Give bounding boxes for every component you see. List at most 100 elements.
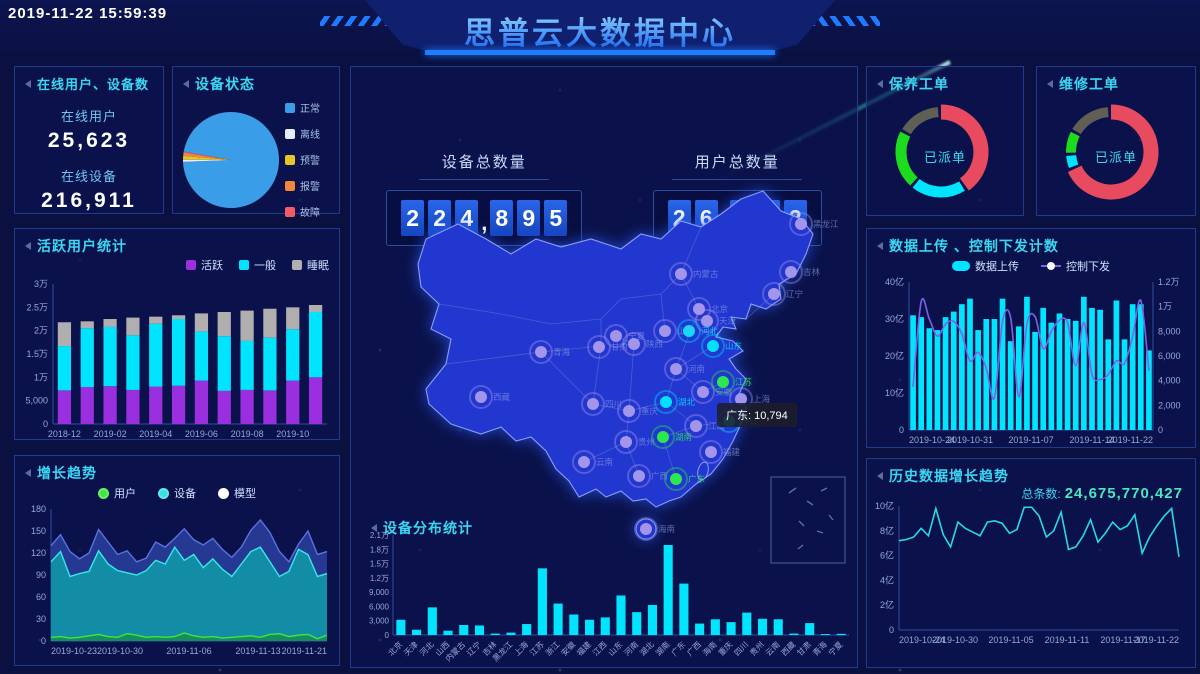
map-marker-黑龙江[interactable]: 黑龙江 (789, 212, 839, 236)
legend-item[interactable]: 模型 (218, 485, 256, 501)
svg-text:海南: 海南 (700, 639, 718, 657)
svg-text:2019-10-30: 2019-10-30 (932, 635, 978, 645)
svg-text:山东: 山东 (725, 341, 742, 351)
panel-title: 增长趋势 (37, 465, 97, 481)
svg-text:8,000: 8,000 (1158, 326, 1181, 336)
map-marker-西藏[interactable]: 西藏 (469, 385, 511, 409)
panel-arrow-icon (877, 472, 883, 480)
svg-text:海南: 海南 (658, 524, 675, 534)
svg-text:180: 180 (31, 504, 46, 514)
map-marker-内蒙古[interactable]: 内蒙古 (669, 262, 719, 286)
svg-text:天津: 天津 (719, 316, 737, 326)
svg-text:云南: 云南 (763, 639, 781, 657)
map-marker-天津[interactable]: 天津 (695, 309, 737, 333)
panel-upload-control: 数据上传 、控制下发计数 数据上传 控制下发 0 10亿 20亿 30亿 40亿 0 2,00… (866, 228, 1196, 448)
map-marker-湖南[interactable]: 湖南 (651, 425, 692, 449)
svg-text:北京: 北京 (386, 639, 404, 657)
svg-text:60: 60 (36, 592, 46, 602)
device-distribution-bar-chart[interactable]: 0 3,000 6,000 9,000 1.2万 1.5万 1.8万 2.1万 北京 天津 河北 山西… (355, 529, 861, 674)
map-marker-山西[interactable]: 山西 (653, 319, 694, 343)
legend-item[interactable]: 预警 (285, 152, 320, 167)
svg-text:2.1万: 2.1万 (370, 531, 389, 540)
svg-text:2018-12: 2018-12 (48, 429, 81, 439)
svg-text:西藏: 西藏 (493, 392, 511, 402)
panel-title: 历史数据增长趋势 (889, 468, 1009, 484)
map-marker-河南[interactable]: 河南 (664, 357, 705, 381)
panel-arrow-icon (183, 80, 189, 88)
legend-item[interactable]: 活跃 (186, 257, 223, 273)
active-users-stacked-bar-chart[interactable]: 0 5,000 1万 1.5万 2万 2.5万 3万 2018-12 2019-02 2019-0… (15, 276, 339, 449)
map-marker-湖北[interactable]: 湖北 (654, 390, 696, 414)
panel-repair-orders: 维修工单 已派单 (1036, 66, 1196, 216)
map-marker-江西[interactable]: 江西 (684, 414, 725, 438)
timestamp: 2019-11-22 15:59:39 (8, 5, 168, 22)
svg-text:福建: 福建 (575, 639, 593, 657)
svg-text:2亿: 2亿 (880, 599, 894, 610)
legend-item[interactable]: 用户 (98, 485, 136, 501)
svg-text:甘肃: 甘肃 (795, 639, 813, 657)
svg-text:2019-11-07: 2019-11-07 (1008, 435, 1053, 445)
map-marker-北京[interactable]: 北京 (687, 297, 728, 321)
panel-arrow-icon (877, 80, 883, 88)
map-marker-辽宁[interactable]: 辽宁 (762, 282, 803, 306)
map-marker-海南[interactable]: 海南 (634, 517, 675, 541)
maintenance-donut-chart[interactable] (867, 94, 1023, 219)
repair-donut-chart[interactable] (1037, 94, 1195, 219)
svg-text:2019-11-14: 2019-11-14 (1069, 435, 1114, 445)
map-marker-广东[interactable]: 广东 (664, 467, 705, 491)
panel-title: 设备分布统计 (383, 520, 473, 536)
svg-text:广西: 广西 (651, 471, 668, 481)
map-marker-贵州[interactable]: 贵州 (614, 430, 655, 454)
svg-text:江西: 江西 (591, 640, 609, 658)
svg-text:4,000: 4,000 (1158, 376, 1181, 386)
legend-item[interactable]: 睡眠 (292, 257, 329, 273)
map-marker-云南[interactable]: 云南 (572, 450, 613, 474)
growth-trend-area-chart[interactable]: 0 30 60 90 120 150 180 2019-10-23 2019-10-30 2019… (15, 501, 339, 666)
svg-text:0: 0 (385, 631, 390, 640)
legend-item[interactable]: 一般 (239, 257, 276, 273)
svg-text:10亿: 10亿 (885, 387, 904, 398)
panel-arrow-icon (25, 469, 31, 477)
svg-text:2019-10-23: 2019-10-23 (51, 646, 97, 656)
svg-text:2019-11-22: 2019-11-22 (1108, 435, 1153, 445)
svg-text:2019-10-24: 2019-10-24 (899, 635, 945, 645)
svg-text:1万: 1万 (34, 372, 48, 382)
panel-title: 维修工单 (1059, 76, 1119, 92)
legend-item[interactable]: 报警 (285, 178, 320, 193)
map-marker-上海[interactable]: 上海 (729, 387, 771, 411)
history-growth-line-chart[interactable]: 0 2亿 4亿 6亿 8亿 10亿 2019-10-24 2019-10-30 2019-11-… (867, 500, 1195, 655)
map-marker-福建[interactable]: 福建 (699, 440, 741, 464)
map-marker-甘肃[interactable]: 甘肃 (587, 335, 629, 359)
legend-item[interactable]: 控制下发 (1041, 258, 1110, 274)
svg-text:2019-02: 2019-02 (94, 429, 127, 439)
device-status-pie-chart[interactable] (173, 94, 285, 219)
svg-text:河北: 河北 (417, 639, 435, 657)
map-marker-广西[interactable]: 广西 (627, 464, 668, 488)
upload-control-bar-line-chart[interactable]: 0 10亿 20亿 30亿 40亿 0 2,000 4,000 6,000 8,000 1万 1.2万… (867, 274, 1195, 455)
legend-item[interactable]: 设备 (158, 485, 196, 501)
svg-text:2019-11-22: 2019-11-22 (1134, 635, 1179, 645)
svg-text:山西: 山西 (677, 326, 694, 336)
legend-item[interactable]: 故障 (285, 204, 320, 219)
legend-item[interactable]: 数据上传 (952, 258, 1019, 274)
legend-item[interactable]: 正常 (285, 100, 320, 115)
svg-text:1万: 1万 (1158, 302, 1172, 312)
map-marker-宁夏[interactable]: 宁夏 (604, 324, 646, 348)
map-marker-重庆[interactable]: 重庆 (617, 399, 659, 423)
map-marker-四川[interactable]: 四川 (581, 392, 622, 416)
svg-text:重庆: 重庆 (716, 639, 734, 657)
map-marker-青海[interactable]: 青海 (529, 340, 571, 364)
map-marker-河北[interactable]: 河北 (677, 319, 719, 343)
map-marker-吉林[interactable]: 吉林 (779, 260, 821, 284)
svg-text:3万: 3万 (34, 279, 48, 289)
legend-item[interactable]: 离线 (285, 126, 320, 141)
svg-text:四川: 四川 (605, 399, 622, 409)
map-marker-安徽[interactable]: 安徽 (691, 380, 733, 404)
map-marker-山东[interactable]: 山东 (701, 334, 742, 358)
online-users-label: 在线用户 (60, 109, 117, 124)
map-marker-江苏[interactable]: 江苏 (711, 370, 753, 394)
svg-text:2019-11-06: 2019-11-06 (166, 646, 211, 656)
map-marker-陕西[interactable]: 陕西 (622, 332, 663, 356)
